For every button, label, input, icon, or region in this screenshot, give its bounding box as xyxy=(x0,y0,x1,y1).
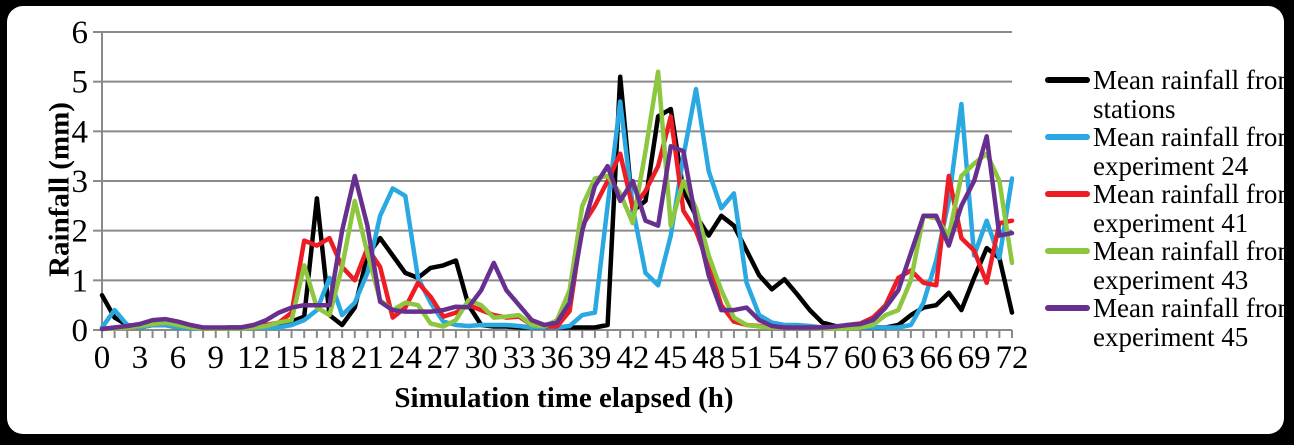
x-tick-label: 24 xyxy=(389,340,422,376)
x-tick-label: 0 xyxy=(94,340,111,376)
legend-swatch-line-icon xyxy=(1045,191,1090,197)
legend-entry: Mean rainfall from experiment 43 xyxy=(1045,237,1294,294)
x-tick-label: 72 xyxy=(996,340,1029,376)
x-tick-label: 54 xyxy=(768,340,801,376)
legend-label-line1: Mean rainfall from xyxy=(1093,122,1294,152)
x-tick-label: 21 xyxy=(351,340,384,376)
legend-label-line1: Mean rainfall from xyxy=(1093,65,1294,95)
x-tick-label: 57 xyxy=(806,340,839,376)
legend-entry: Mean rainfall from experiment 41 xyxy=(1045,180,1294,237)
x-tick-label: 42 xyxy=(616,340,649,376)
y-tick-label: 3 xyxy=(72,164,89,200)
legend-label-line2: experiment 45 xyxy=(1093,321,1249,352)
x-tick-label: 39 xyxy=(578,340,611,376)
x-tick-label: 63 xyxy=(882,340,915,376)
legend-swatch-line-icon xyxy=(1045,134,1090,140)
x-tick-label: 9 xyxy=(208,340,225,376)
x-tick-label: 27 xyxy=(427,340,460,376)
series-line-mean-rainfall-from-experiment-43 xyxy=(99,69,1015,332)
x-tick-label: 69 xyxy=(958,340,991,376)
legend-label-line2: experiment 24 xyxy=(1093,150,1249,181)
y-tick-label: 5 xyxy=(72,65,89,101)
legend-label-line2: experiment 43 xyxy=(1093,264,1249,295)
x-tick-label: 36 xyxy=(541,340,574,376)
legend-entry: Mean rainfall from experiment 45 xyxy=(1045,294,1294,351)
legend-swatch-line-icon xyxy=(1045,248,1090,254)
x-axis-title: Simulation time elapsed (h) xyxy=(394,382,734,414)
legend-label-line1: Mean rainfall from xyxy=(1093,236,1294,266)
series-line-mean-rainfall-from-stations xyxy=(99,74,1015,331)
legend-swatch-line-icon xyxy=(1045,305,1090,311)
legend-entry: Mean rainfall from stations xyxy=(1045,66,1294,123)
x-tick-label: 18 xyxy=(313,340,346,376)
y-tick-label: 0 xyxy=(72,313,89,349)
y-tick-label: 6 xyxy=(72,15,89,51)
chart-legend: Mean rainfall from stations Mean rainfall … xyxy=(1045,66,1294,351)
series-line-mean-rainfall-from-experiment-45 xyxy=(99,134,1015,332)
x-tick-label: 45 xyxy=(654,340,687,376)
legend-label-line2: experiment 41 xyxy=(1093,207,1249,238)
x-tick-label: 12 xyxy=(237,340,270,376)
legend-label-line2: stations xyxy=(1093,93,1176,124)
x-tick-label: 66 xyxy=(920,340,953,376)
legend-swatch-line-icon xyxy=(1045,77,1090,83)
x-tick-label: 51 xyxy=(730,340,763,376)
x-tick-label: 33 xyxy=(503,340,536,376)
figure-card: Rainfall (mm) Simulation time elapsed (h… xyxy=(7,6,1294,434)
series-line-mean-rainfall-from-experiment-24 xyxy=(99,86,1015,331)
x-tick-label: 6 xyxy=(170,340,187,376)
x-tick-label: 60 xyxy=(844,340,877,376)
x-tick-label: 15 xyxy=(275,340,308,376)
legend-entry: Mean rainfall from experiment 24 xyxy=(1045,123,1294,180)
x-tick-label: 48 xyxy=(692,340,725,376)
y-tick-label: 2 xyxy=(72,214,89,250)
y-tick-label: 1 xyxy=(72,263,89,299)
legend-label-line1: Mean rainfall from xyxy=(1093,293,1294,323)
series-line-mean-rainfall-from-experiment-41 xyxy=(99,114,1015,332)
x-tick-label: 3 xyxy=(132,340,149,376)
x-tick-label: 30 xyxy=(465,340,498,376)
legend-label-line1: Mean rainfall from xyxy=(1093,179,1294,209)
y-tick-label: 4 xyxy=(72,114,89,150)
